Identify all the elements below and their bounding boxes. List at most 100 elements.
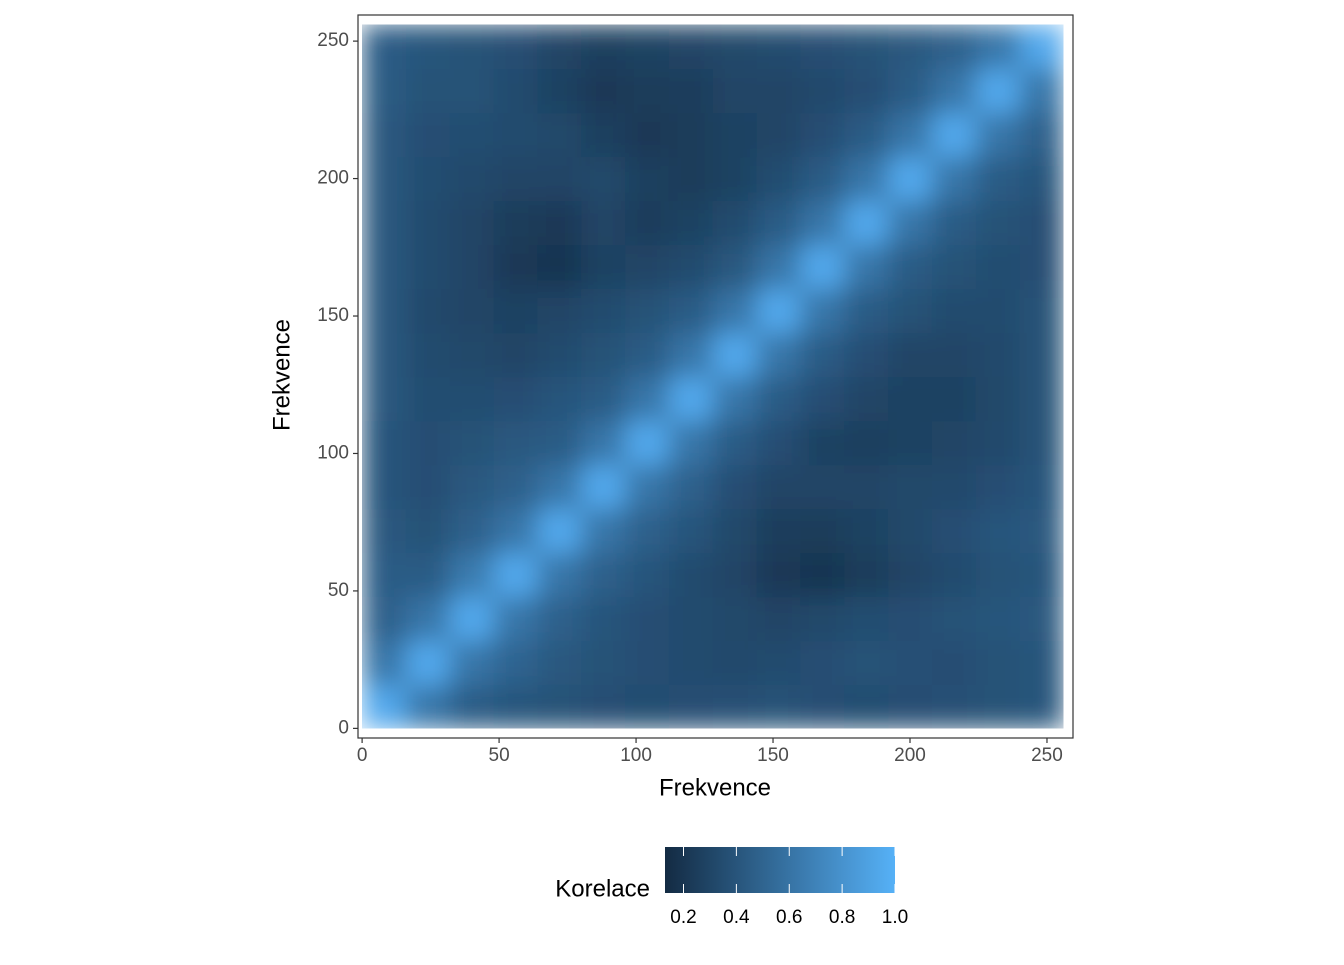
heatmap-cell	[712, 68, 758, 114]
heatmap-cell	[888, 640, 933, 685]
heatmap-cell	[712, 684, 758, 729]
heatmap-cell	[493, 244, 539, 290]
heatmap-cell	[405, 288, 451, 334]
heatmap-cell	[581, 464, 626, 510]
heatmap-cell	[756, 684, 802, 729]
heatmap-cell	[975, 288, 1021, 334]
heatmap-cell	[405, 156, 451, 202]
heatmap-cell	[975, 420, 1021, 466]
heatmap-cell	[581, 68, 626, 114]
x-tick-label: 0	[357, 745, 368, 766]
heatmap-cell	[537, 68, 582, 114]
legend-title: Korelace	[555, 875, 650, 902]
heatmap-cell	[888, 420, 933, 466]
heatmap-cell	[888, 112, 933, 158]
heatmap-cell	[581, 200, 626, 246]
heatmap-cell	[712, 112, 758, 158]
heatmap-cell	[931, 68, 977, 114]
heatmap-cell	[537, 596, 582, 642]
heatmap-cell	[975, 552, 1021, 598]
heatmap-cell	[756, 244, 802, 290]
heatmap-cell	[362, 552, 407, 598]
heatmap-cell	[449, 552, 495, 598]
heatmap-cell	[1019, 200, 1065, 246]
heatmap-cell	[668, 596, 714, 642]
heatmap-cell	[362, 596, 407, 642]
heatmap-cell	[362, 684, 407, 729]
heatmap-cell	[756, 288, 802, 334]
heatmap-cell	[405, 684, 451, 729]
heatmap-cell	[405, 596, 451, 642]
heatmap-cell	[1019, 288, 1065, 334]
heatmap-cell	[668, 24, 714, 70]
heatmap-cell	[1019, 376, 1065, 422]
heatmap-cell	[800, 244, 845, 290]
heatmap-cell	[975, 684, 1021, 729]
heatmap-cell	[844, 200, 889, 246]
heatmap-cell	[668, 420, 714, 466]
heatmap-cell	[362, 200, 407, 246]
legend-tick-label: 0.4	[723, 907, 750, 928]
heatmap-cell	[668, 376, 714, 422]
heatmap-cell	[800, 508, 845, 554]
heatmap-cell	[756, 640, 802, 685]
heatmap-cell	[844, 684, 889, 729]
heatmap-cell	[1019, 596, 1065, 642]
heatmap-cell	[537, 376, 582, 422]
heatmap-cell	[800, 288, 845, 334]
heatmap-cell	[975, 112, 1021, 158]
heatmap-cell	[449, 288, 495, 334]
heatmap-cell	[888, 68, 933, 114]
heatmap-cell	[800, 640, 845, 685]
heatmap-cell	[756, 156, 802, 202]
heatmap-cell	[449, 464, 495, 510]
heatmap-cell	[493, 640, 539, 685]
heatmap-cell	[1019, 68, 1065, 114]
heatmap-cell	[449, 244, 495, 290]
y-tick-label: 150	[317, 305, 349, 326]
heatmap-cell	[931, 112, 977, 158]
heatmap-cell	[975, 200, 1021, 246]
heatmap-cell	[888, 24, 933, 70]
heatmap-cell	[844, 376, 889, 422]
heatmap-cell	[449, 596, 495, 642]
heatmap-cell	[712, 508, 758, 554]
heatmap-cell	[493, 200, 539, 246]
heatmap-cell	[405, 24, 451, 70]
heatmap-cell	[844, 288, 889, 334]
heatmap-cell	[844, 508, 889, 554]
heatmap-cell	[537, 640, 582, 685]
heatmap-cell	[537, 464, 582, 510]
heatmap-cell	[931, 508, 977, 554]
heatmap-cell	[362, 244, 407, 290]
heatmap-cell	[449, 420, 495, 466]
heatmap-cell	[844, 24, 889, 70]
heatmap-cell	[625, 420, 670, 466]
heatmap-cell	[625, 640, 670, 685]
heatmap-cell	[712, 156, 758, 202]
heatmap-cell	[800, 464, 845, 510]
heatmap-cell	[888, 244, 933, 290]
heatmap-cell	[800, 112, 845, 158]
heatmap-cell	[756, 420, 802, 466]
heatmap-cell	[844, 420, 889, 466]
heatmap-cell	[668, 244, 714, 290]
heatmap-cell	[362, 332, 407, 378]
x-tick-label: 150	[757, 745, 789, 766]
heatmap-cell	[493, 332, 539, 378]
heatmap-cell	[449, 684, 495, 729]
heatmap-cell	[844, 596, 889, 642]
heatmap-cell	[1019, 552, 1065, 598]
heatmap-cell	[581, 552, 626, 598]
heatmap-cell	[493, 376, 539, 422]
heatmap-cell	[844, 112, 889, 158]
heatmap-cell	[931, 200, 977, 246]
heatmap-cell	[625, 332, 670, 378]
heatmap-cell	[405, 640, 451, 685]
heatmap-cell	[668, 640, 714, 685]
y-tick-label: 100	[317, 442, 349, 463]
heatmap-cell	[625, 288, 670, 334]
heatmap-cell	[975, 68, 1021, 114]
heatmap-cell	[362, 24, 407, 70]
